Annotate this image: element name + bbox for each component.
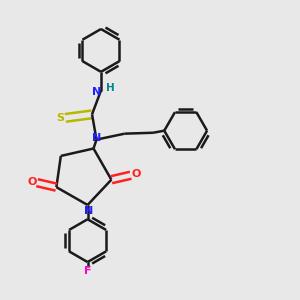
Text: N: N	[84, 206, 93, 216]
Text: O: O	[27, 176, 36, 187]
Text: N: N	[92, 87, 101, 97]
Text: O: O	[131, 169, 141, 179]
Text: F: F	[84, 266, 91, 276]
Text: H: H	[106, 83, 115, 94]
Text: S: S	[56, 112, 64, 123]
Text: N: N	[92, 133, 102, 143]
